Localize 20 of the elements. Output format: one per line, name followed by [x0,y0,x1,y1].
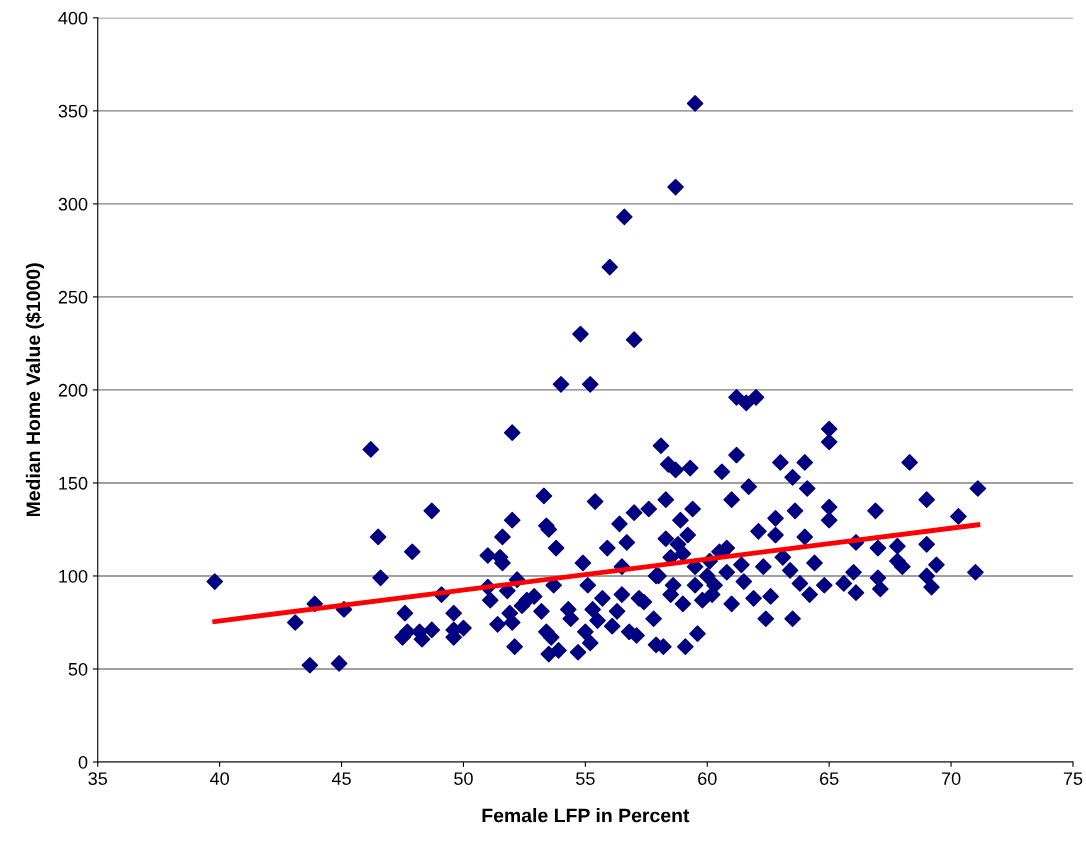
y-tick-label: 0 [78,755,88,769]
x-tick-label: 55 [576,772,595,785]
y-tick-label: 250 [58,290,88,304]
x-tick-label: 65 [820,772,839,785]
y-tick-label: 100 [59,569,88,583]
x-tick-label: 50 [454,772,473,785]
y-tick-label: 400 [58,11,88,25]
x-tick-label: 75 [1063,772,1083,785]
y-tick-label: 200 [58,383,88,397]
x-tick-label: 35 [88,772,108,785]
y-tick-label: 350 [58,104,88,118]
x-tick-label: 70 [941,772,961,785]
x-axis-title: Female LFP in Percent [482,808,690,823]
x-tick-label: 40 [210,772,229,785]
y-tick-label: 300 [58,197,88,211]
x-tick-label: 45 [331,772,351,785]
x-tick-label: 60 [698,772,717,785]
y-tick-label: 150 [59,476,88,490]
y-axis-title: Median Home Value ($1000) [25,263,45,517]
y-tick-label: 50 [68,662,88,676]
